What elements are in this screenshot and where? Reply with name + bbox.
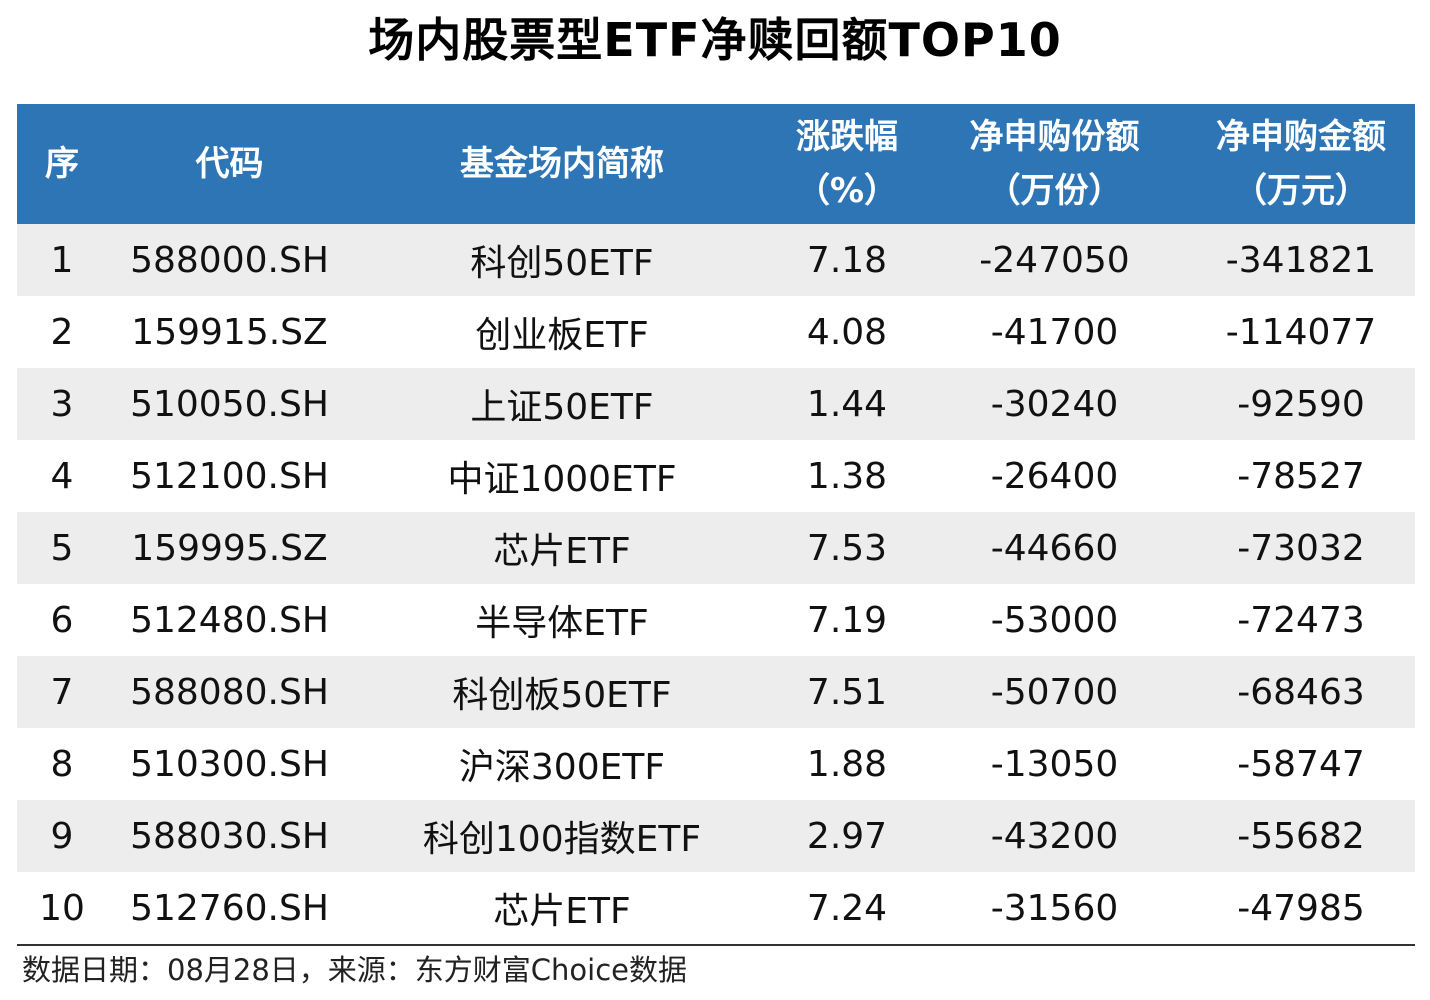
table-row: 6 512480.SH 半导体ETF 7.19 -53000 -72473: [17, 584, 1415, 656]
cell-net-shares: -50700: [922, 656, 1187, 728]
cell-rank: 4: [17, 440, 107, 512]
cell-net-amount: -68463: [1187, 656, 1415, 728]
header-change-pct: 涨跌幅 （%）: [772, 104, 922, 224]
table-row: 8 510300.SH 沪深300ETF 1.88 -13050 -58747: [17, 728, 1415, 800]
cell-code: 512760.SH: [107, 872, 352, 944]
cell-change-pct: 1.88: [772, 728, 922, 800]
cell-net-shares: -13050: [922, 728, 1187, 800]
cell-net-amount: -55682: [1187, 800, 1415, 872]
cell-fund-name: 半导体ETF: [352, 584, 772, 656]
header-fund-name: 基金场内简称: [352, 104, 772, 224]
header-net-subscription-amount: 净申购金额 （万元）: [1187, 104, 1415, 224]
cell-code: 512480.SH: [107, 584, 352, 656]
cell-code: 159995.SZ: [107, 512, 352, 584]
cell-net-shares: -41700: [922, 296, 1187, 368]
cell-change-pct: 1.44: [772, 368, 922, 440]
table-row: 2 159915.SZ 创业板ETF 4.08 -41700 -114077: [17, 296, 1415, 368]
table-row: 10 512760.SH 芯片ETF 7.24 -31560 -47985: [17, 872, 1415, 944]
cell-rank: 5: [17, 512, 107, 584]
table-row: 9 588030.SH 科创100指数ETF 2.97 -43200 -55682: [17, 800, 1415, 872]
cell-fund-name: 科创100指数ETF: [352, 800, 772, 872]
cell-code: 588080.SH: [107, 656, 352, 728]
table-row: 5 159995.SZ 芯片ETF 7.53 -44660 -73032: [17, 512, 1415, 584]
cell-change-pct: 7.19: [772, 584, 922, 656]
cell-fund-name: 芯片ETF: [352, 872, 772, 944]
cell-rank: 7: [17, 656, 107, 728]
footer-divider: [17, 944, 1415, 946]
cell-net-amount: -72473: [1187, 584, 1415, 656]
cell-net-shares: -44660: [922, 512, 1187, 584]
cell-net-shares: -43200: [922, 800, 1187, 872]
table-row: 1 588000.SH 科创50ETF 7.18 -247050 -341821: [17, 224, 1415, 296]
cell-net-amount: -341821: [1187, 224, 1415, 296]
cell-change-pct: 7.24: [772, 872, 922, 944]
cell-fund-name: 芯片ETF: [352, 512, 772, 584]
cell-fund-name: 沪深300ETF: [352, 728, 772, 800]
cell-fund-name: 上证50ETF: [352, 368, 772, 440]
cell-fund-name: 科创50ETF: [352, 224, 772, 296]
cell-rank: 9: [17, 800, 107, 872]
table-body: 1 588000.SH 科创50ETF 7.18 -247050 -341821 2 1599…: [17, 224, 1415, 944]
cell-code: 510300.SH: [107, 728, 352, 800]
cell-rank: 10: [17, 872, 107, 944]
cell-change-pct: 7.18: [772, 224, 922, 296]
cell-change-pct: 1.38: [772, 440, 922, 512]
cell-change-pct: 7.51: [772, 656, 922, 728]
data-source-note: 数据日期：08月28日，来源：东方财富Choice数据: [22, 953, 688, 987]
table-row: 3 510050.SH 上证50ETF 1.44 -30240 -92590: [17, 368, 1415, 440]
cell-change-pct: 7.53: [772, 512, 922, 584]
page-title: 场内股票型ETF净赎回额TOP10: [368, 13, 1062, 67]
cell-change-pct: 2.97: [772, 800, 922, 872]
cell-net-shares: -247050: [922, 224, 1187, 296]
table-row: 7 588080.SH 科创板50ETF 7.51 -50700 -68463: [17, 656, 1415, 728]
cell-net-amount: -114077: [1187, 296, 1415, 368]
cell-code: 588000.SH: [107, 224, 352, 296]
cell-net-amount: -58747: [1187, 728, 1415, 800]
cell-net-shares: -26400: [922, 440, 1187, 512]
header-code: 代码: [107, 104, 352, 224]
cell-net-shares: -31560: [922, 872, 1187, 944]
cell-fund-name: 科创板50ETF: [352, 656, 772, 728]
cell-change-pct: 4.08: [772, 296, 922, 368]
cell-rank: 6: [17, 584, 107, 656]
cell-code: 159915.SZ: [107, 296, 352, 368]
header-net-subscription-shares: 净申购份额 （万份）: [922, 104, 1187, 224]
cell-code: 512100.SH: [107, 440, 352, 512]
table-row: 4 512100.SH 中证1000ETF 1.38 -26400 -78527: [17, 440, 1415, 512]
etf-redemption-table: 序 代码 基金场内简称 涨跌幅 （%） 净申购份额 （万份） 净申购金额: [17, 104, 1415, 944]
table-header-row: 序 代码 基金场内简称 涨跌幅 （%） 净申购份额 （万份） 净申购金额: [17, 104, 1415, 224]
cell-rank: 8: [17, 728, 107, 800]
cell-code: 588030.SH: [107, 800, 352, 872]
etf-redemption-table-container: 序 代码 基金场内简称 涨跌幅 （%） 净申购份额 （万份） 净申购金额: [17, 104, 1415, 944]
cell-net-shares: -30240: [922, 368, 1187, 440]
cell-rank: 1: [17, 224, 107, 296]
cell-fund-name: 创业板ETF: [352, 296, 772, 368]
cell-net-amount: -73032: [1187, 512, 1415, 584]
cell-net-amount: -92590: [1187, 368, 1415, 440]
cell-rank: 2: [17, 296, 107, 368]
cell-net-amount: -78527: [1187, 440, 1415, 512]
cell-net-amount: -47985: [1187, 872, 1415, 944]
cell-code: 510050.SH: [107, 368, 352, 440]
cell-net-shares: -53000: [922, 584, 1187, 656]
cell-rank: 3: [17, 368, 107, 440]
header-rank: 序: [17, 104, 107, 224]
cell-fund-name: 中证1000ETF: [352, 440, 772, 512]
